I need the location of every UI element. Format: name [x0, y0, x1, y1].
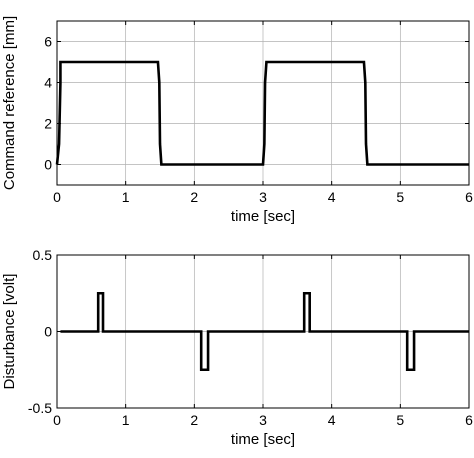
x-tick-label: 3	[259, 412, 267, 428]
x-tick-label: 0	[53, 189, 61, 205]
y-tick-label: 6	[44, 34, 52, 50]
x-tick-label: 6	[465, 189, 473, 205]
y-axis-label: Command reference [mm]	[1, 16, 18, 190]
y-tick-label: 0	[44, 324, 52, 340]
x-tick-label: 6	[465, 412, 473, 428]
x-tick-label: 2	[190, 412, 198, 428]
y-tick-label: 2	[44, 116, 52, 132]
x-tick-label: 1	[122, 189, 130, 205]
x-axis-label: time [sec]	[231, 431, 295, 448]
x-tick-label: 2	[190, 189, 198, 205]
x-tick-label: 5	[396, 412, 404, 428]
x-tick-label: 3	[259, 189, 267, 205]
x-tick-label: 1	[122, 412, 130, 428]
y-tick-label: -0.5	[28, 400, 52, 416]
x-tick-label: 5	[396, 189, 404, 205]
command-reference-plot: 0 1 2 3 4 5 6 0 2 4 6 time [sec] Command reference […	[1, 16, 473, 225]
y-tick-label: 0.5	[33, 247, 53, 263]
x-tick-label: 4	[328, 412, 336, 428]
series-line	[60, 291, 469, 372]
y-tick-label: 4	[44, 75, 52, 91]
x-tick-label: 4	[328, 189, 336, 205]
x-axis-label: time [sec]	[231, 208, 295, 225]
series-line	[55, 60, 469, 166]
x-tick-label: 0	[53, 412, 61, 428]
y-tick-label: 0	[44, 157, 52, 173]
y-axis-label: Disturbance [volt]	[1, 274, 18, 390]
